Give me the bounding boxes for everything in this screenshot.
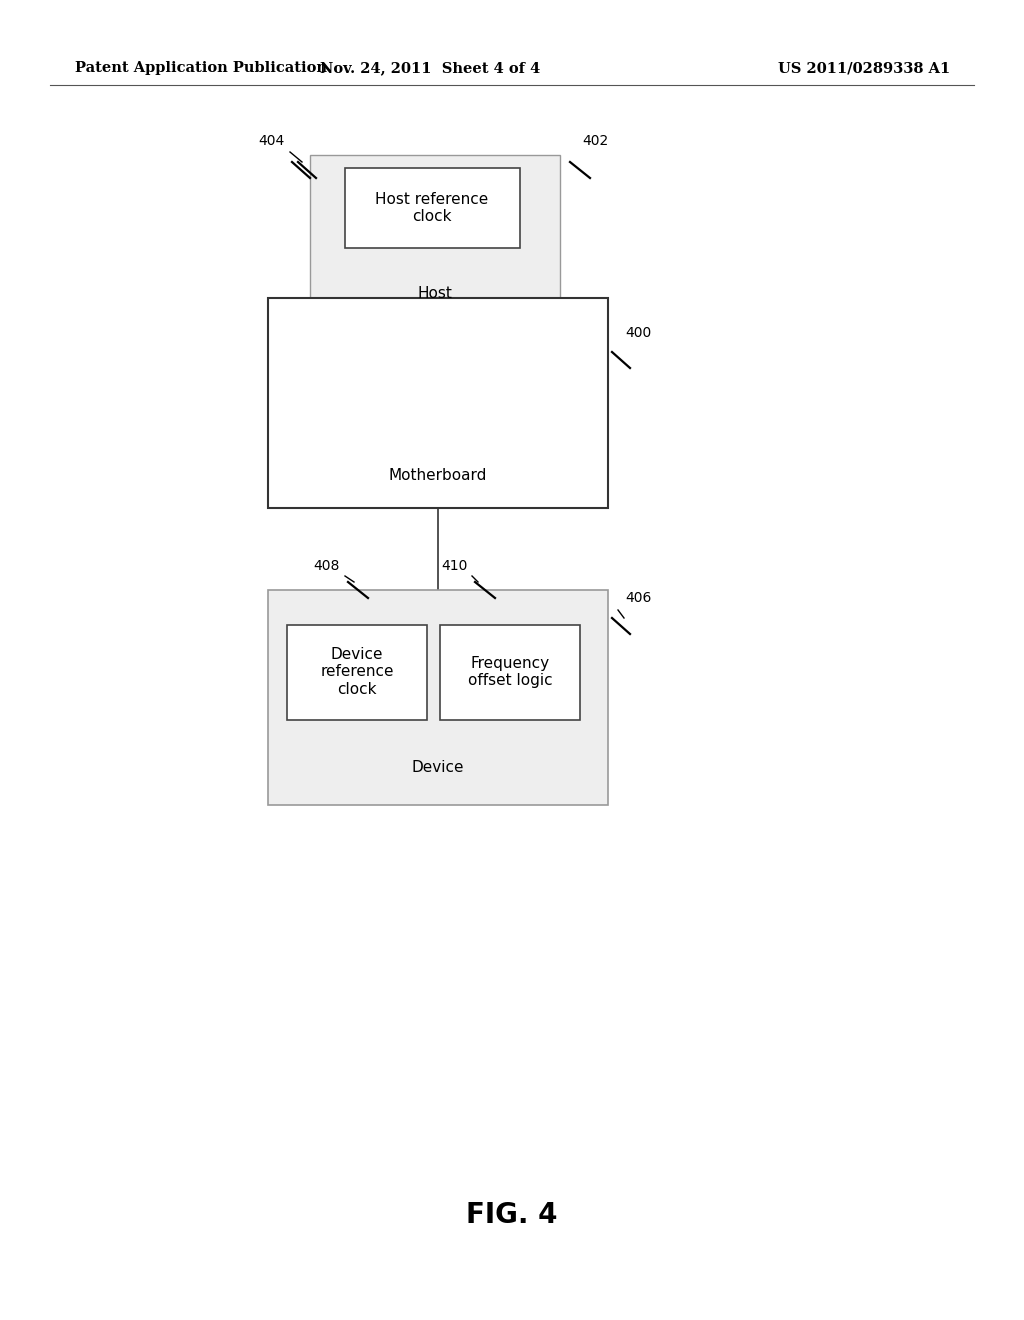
Bar xyxy=(345,168,520,248)
Text: 406: 406 xyxy=(625,591,651,605)
Bar xyxy=(287,624,427,719)
Text: FIG. 4: FIG. 4 xyxy=(466,1201,558,1229)
Text: 404: 404 xyxy=(259,135,285,148)
Text: 400: 400 xyxy=(625,326,651,341)
Bar xyxy=(440,624,580,719)
Bar xyxy=(268,298,608,508)
Text: Frequency
offset logic: Frequency offset logic xyxy=(468,656,552,688)
Text: 402: 402 xyxy=(582,135,608,148)
Text: Nov. 24, 2011  Sheet 4 of 4: Nov. 24, 2011 Sheet 4 of 4 xyxy=(319,61,540,75)
Text: 408: 408 xyxy=(313,558,340,573)
Bar xyxy=(268,590,608,805)
Text: Patent Application Publication: Patent Application Publication xyxy=(75,61,327,75)
Text: Host reference
clock: Host reference clock xyxy=(376,191,488,224)
Text: Device: Device xyxy=(412,760,464,776)
Text: Device
reference
clock: Device reference clock xyxy=(321,647,394,697)
Bar xyxy=(310,154,560,310)
Text: 410: 410 xyxy=(441,558,468,573)
Text: Host: Host xyxy=(418,285,453,301)
Text: Motherboard: Motherboard xyxy=(389,467,487,483)
Text: US 2011/0289338 A1: US 2011/0289338 A1 xyxy=(778,61,950,75)
